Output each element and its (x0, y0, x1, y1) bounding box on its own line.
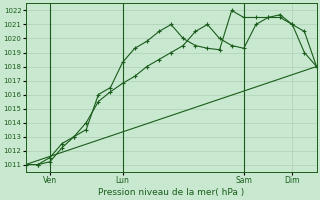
X-axis label: Pression niveau de la mer( hPa ): Pression niveau de la mer( hPa ) (98, 188, 244, 197)
